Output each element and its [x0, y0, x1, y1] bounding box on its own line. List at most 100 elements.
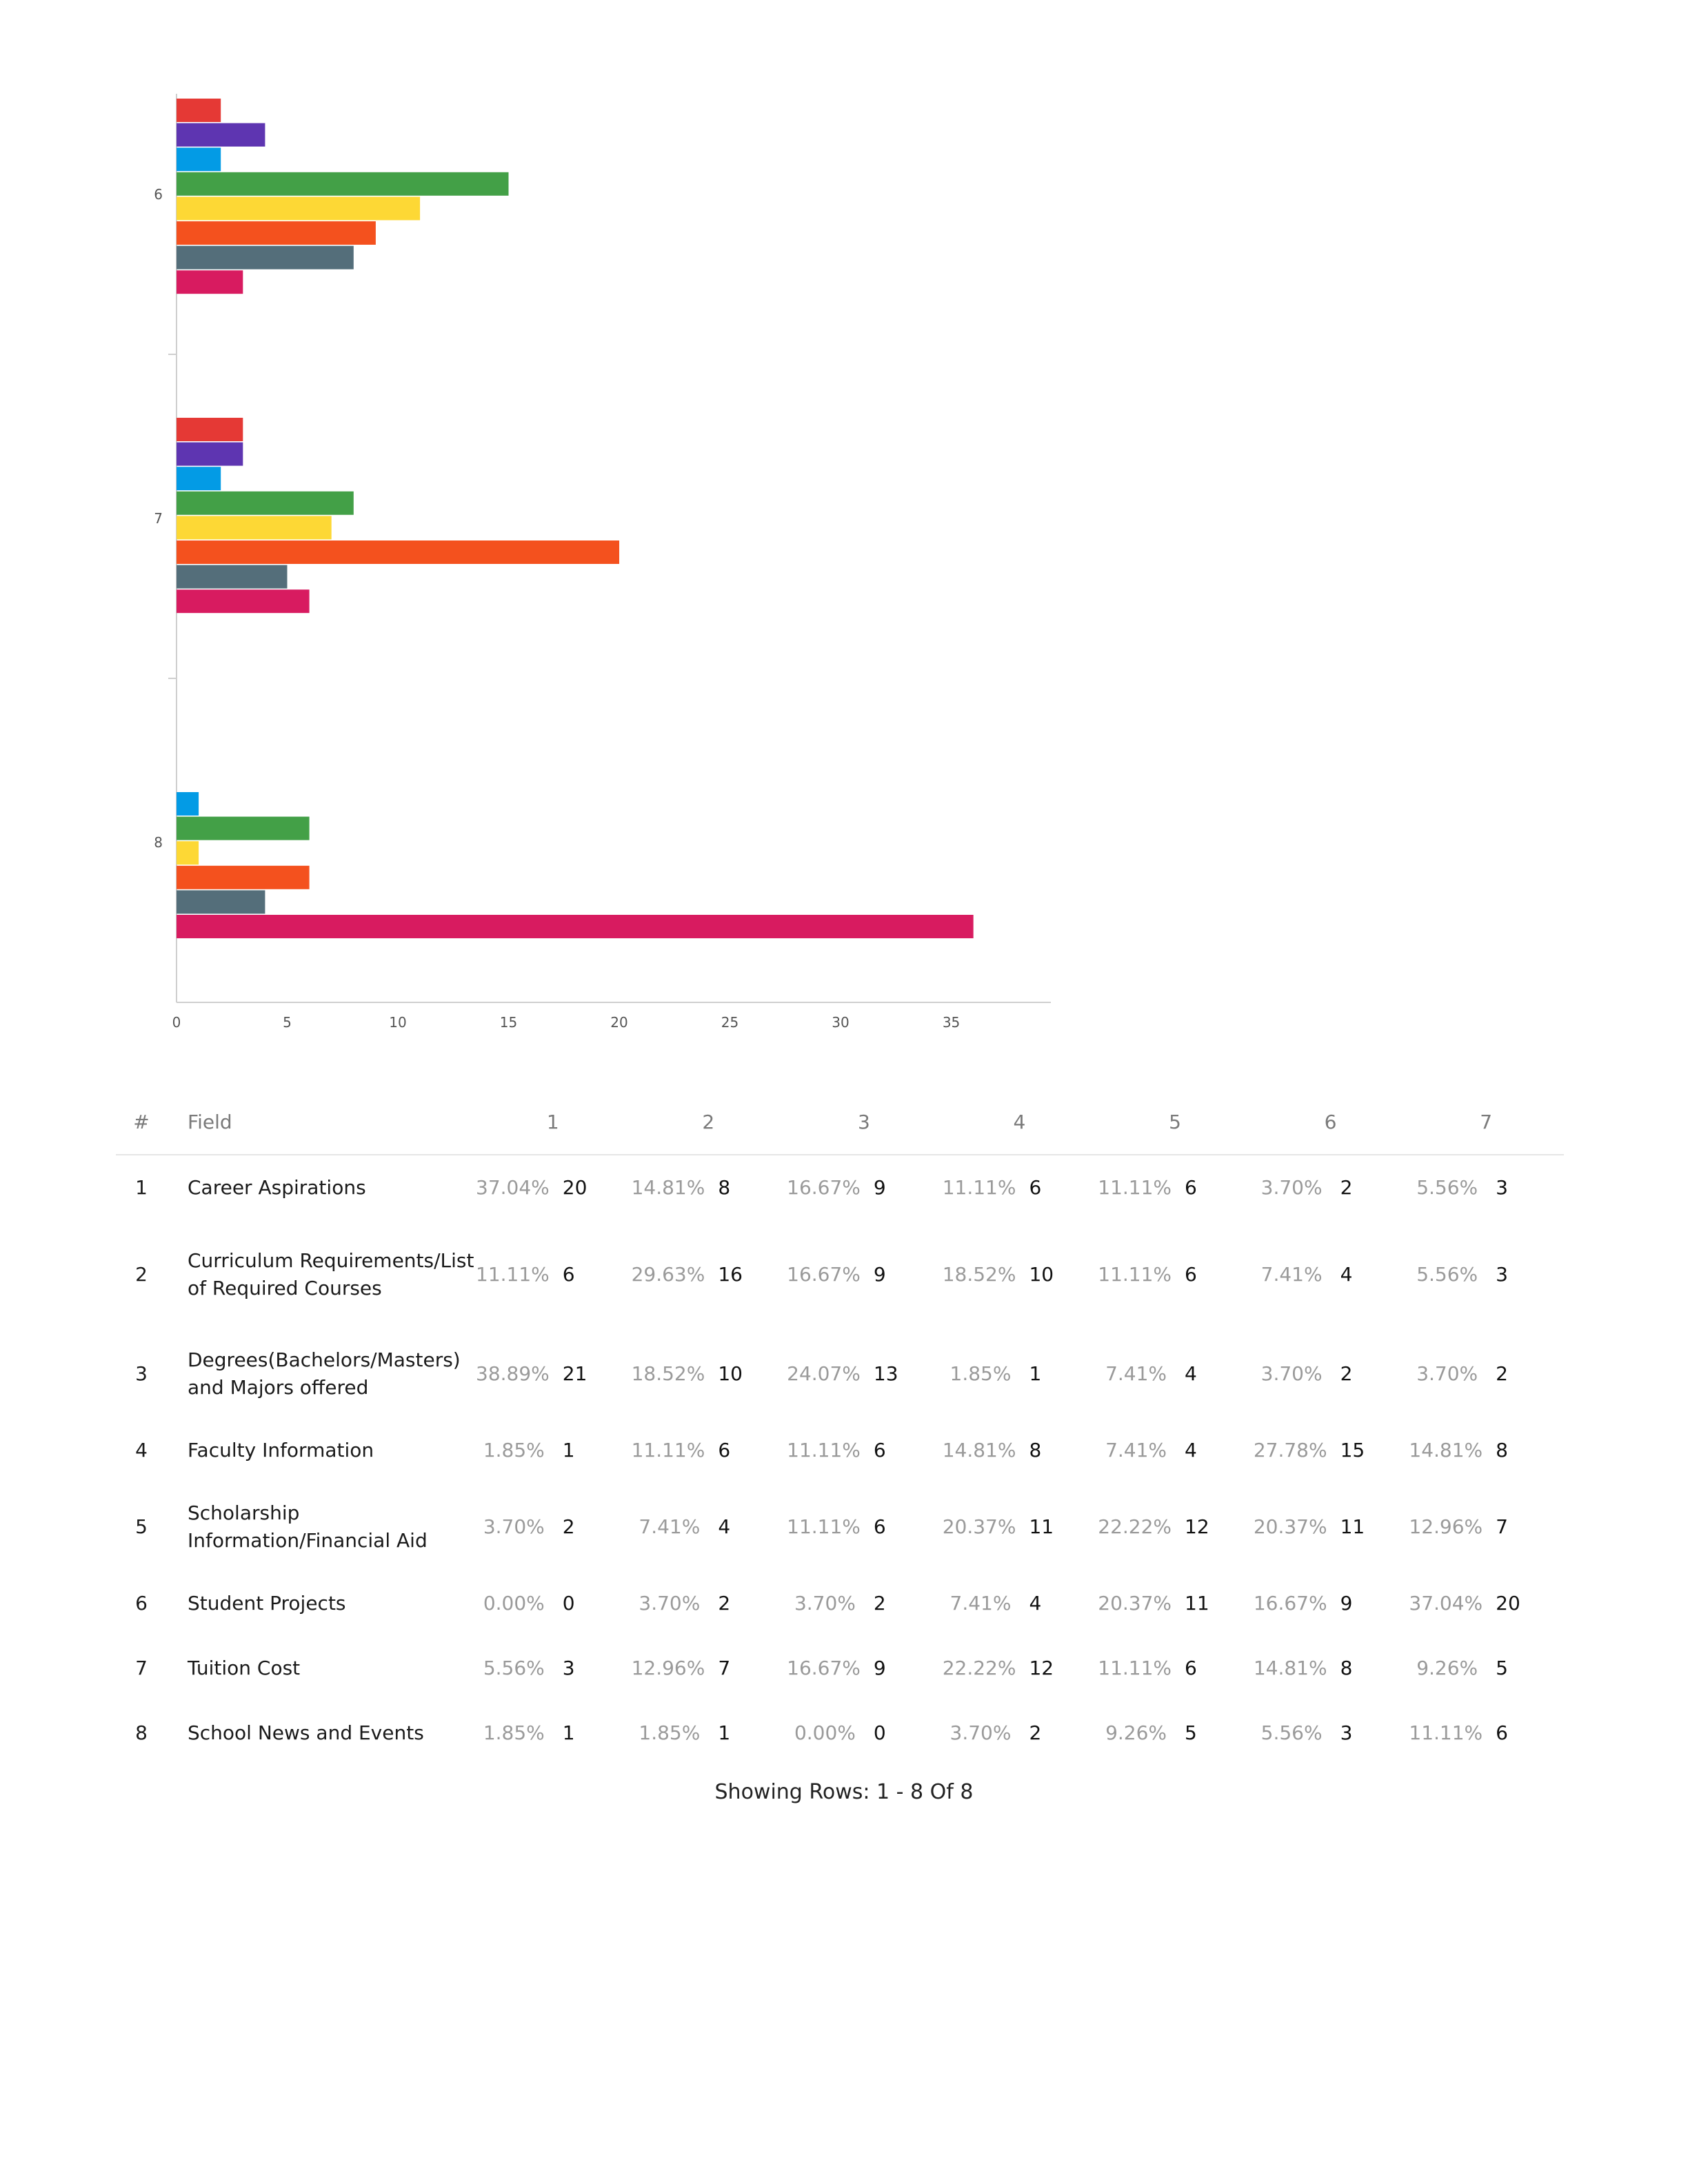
- cell-percent-7: 3.70%: [1416, 1362, 1478, 1385]
- table-row: 5 Scholarship Information/Financial Aid 3.…: [116, 1483, 1564, 1571]
- cell-count-4: 12: [1029, 1657, 1054, 1679]
- row-field: Scholarship Information/Financial Aid: [188, 1502, 428, 1552]
- cell-percent-4: 7.41%: [950, 1592, 1012, 1615]
- bar-cat8-series4: [177, 816, 310, 840]
- cell-percent-4: 14.81%: [942, 1439, 1016, 1462]
- cell-percent-4: 18.52%: [942, 1263, 1016, 1286]
- cell-count-2: 4: [718, 1515, 731, 1538]
- bar-cat8-series7: [177, 890, 265, 914]
- cell-percent-1: 5.56%: [483, 1657, 545, 1679]
- cell-count-5: 6: [1185, 1263, 1197, 1286]
- cell-percent-3: 3.70%: [794, 1592, 856, 1615]
- cell-count-1: 1: [562, 1439, 575, 1462]
- cell-percent-2: 7.41%: [639, 1515, 701, 1538]
- table-row: 7 Tuition Cost 5.56% 3 12.96% 7 16.67% 9 22.22% 1…: [116, 1636, 1564, 1701]
- cell-count-5: 4: [1185, 1362, 1197, 1385]
- header-num: #: [116, 1089, 167, 1155]
- cell-percent-7: 11.11%: [1409, 1721, 1483, 1744]
- cell-count-6: 15: [1340, 1439, 1365, 1462]
- bar-cat8-series8: [177, 915, 974, 938]
- cell-count-4: 1: [1029, 1362, 1042, 1385]
- x-tick-label-10: 10: [389, 1014, 406, 1031]
- cell-percent-1: 11.11%: [476, 1263, 550, 1286]
- cell-count-4: 2: [1029, 1721, 1042, 1744]
- cell-count-2: 1: [718, 1721, 731, 1744]
- cell-percent-7: 37.04%: [1409, 1592, 1483, 1615]
- cell-count-5: 6: [1185, 1175, 1197, 1199]
- cell-count-4: 6: [1029, 1175, 1042, 1199]
- cell-percent-6: 3.70%: [1260, 1175, 1323, 1199]
- bar-cat7-series7: [177, 565, 288, 589]
- cell-percent-4: 22.22%: [942, 1657, 1016, 1679]
- cell-count-7: 3: [1496, 1175, 1508, 1199]
- cell-count-5: 5: [1185, 1721, 1197, 1744]
- bar-cat8-series5: [177, 841, 199, 865]
- bar-cat7-series5: [177, 516, 332, 540]
- x-tick-label-5: 5: [283, 1014, 292, 1031]
- table-row: 8 School News and Events 1.85% 1 1.85% 1 0.00%…: [116, 1701, 1564, 1766]
- horizontal-bar-chart: 6 7 8 0 5 10 15 20 25 30 35: [154, 94, 1051, 1031]
- x-tick-label-30: 30: [832, 1014, 849, 1031]
- cell-percent-6: 3.70%: [1260, 1362, 1323, 1385]
- cell-percent-3: 11.11%: [787, 1515, 861, 1538]
- row-field: Student Projects: [188, 1592, 346, 1615]
- bar-cat7-series1: [177, 418, 243, 441]
- bar-cat7-series3: [177, 467, 221, 491]
- x-tick-label-35: 35: [943, 1014, 960, 1031]
- results-table: # Field 1 2 3 4 5 6 7 1 Career Aspiration…: [116, 1089, 1564, 1766]
- cell-percent-6: 7.41%: [1260, 1263, 1323, 1286]
- bar-cat7-series6: [177, 540, 620, 564]
- bar-cat7-series4: [177, 491, 354, 515]
- cell-count-2: 2: [718, 1592, 731, 1615]
- row-number: 6: [135, 1592, 148, 1615]
- y-tick-label-8: 8: [154, 834, 163, 851]
- cell-count-1: 21: [562, 1362, 587, 1385]
- row-number: 2: [135, 1263, 148, 1286]
- cell-percent-1: 1.85%: [483, 1439, 545, 1462]
- cell-count-7: 7: [1496, 1515, 1508, 1538]
- cell-count-5: 6: [1185, 1657, 1197, 1679]
- cell-percent-4: 11.11%: [942, 1175, 1016, 1199]
- cell-percent-3: 0.00%: [794, 1721, 856, 1744]
- cell-count-7: 2: [1496, 1362, 1508, 1385]
- table-row: 1 Career Aspirations 37.04% 20 14.81% 8 16.67%…: [116, 1155, 1564, 1220]
- cell-percent-3: 16.67%: [787, 1175, 861, 1199]
- row-number: 4: [135, 1439, 148, 1462]
- table-row: 4 Faculty Information 1.85% 1 11.11% 6 11.11% 6…: [116, 1418, 1564, 1483]
- cell-count-3: 2: [873, 1592, 886, 1615]
- x-tick-label-25: 25: [721, 1014, 738, 1031]
- header-group-7: 7: [1408, 1089, 1564, 1155]
- bar-group-7: [177, 418, 620, 614]
- cell-count-5: 11: [1185, 1592, 1209, 1615]
- header-group-3: 3: [786, 1089, 942, 1155]
- cell-percent-5: 7.41%: [1105, 1439, 1167, 1462]
- cell-count-4: 4: [1029, 1592, 1042, 1615]
- cell-count-1: 20: [562, 1175, 587, 1199]
- bar-cat8-series6: [177, 865, 310, 889]
- table-row: 6 Student Projects 0.00% 0 3.70% 2 3.70% 2 7.41%…: [116, 1571, 1564, 1636]
- cell-count-5: 4: [1185, 1439, 1197, 1462]
- cell-count-2: 16: [718, 1263, 743, 1286]
- cell-percent-7: 5.56%: [1416, 1263, 1478, 1286]
- cell-percent-1: 38.89%: [476, 1362, 550, 1385]
- cell-percent-2: 3.70%: [639, 1592, 701, 1615]
- cell-count-7: 6: [1496, 1721, 1508, 1744]
- bar-group-8: [177, 792, 974, 938]
- cell-count-6: 3: [1340, 1721, 1353, 1744]
- cell-count-2: 6: [718, 1439, 731, 1462]
- cell-percent-4: 1.85%: [950, 1362, 1012, 1385]
- cell-count-1: 0: [562, 1592, 575, 1615]
- cell-count-6: 8: [1340, 1657, 1353, 1679]
- cell-count-4: 8: [1029, 1439, 1042, 1462]
- cell-count-1: 1: [562, 1721, 575, 1744]
- row-field: Curriculum Requirements/List of Required…: [188, 1249, 474, 1300]
- cell-count-3: 13: [873, 1362, 898, 1385]
- cell-percent-4: 3.70%: [950, 1721, 1012, 1744]
- cell-percent-6: 20.37%: [1253, 1515, 1327, 1538]
- cell-percent-1: 1.85%: [483, 1721, 545, 1744]
- pagination-status: Showing Rows: 1 - 8 Of 8: [714, 1780, 974, 1804]
- table-row: 3 Degrees(Bachelors/Masters) and Majors o…: [116, 1330, 1564, 1418]
- cell-count-2: 7: [718, 1657, 731, 1679]
- bar-cat6-series8: [177, 270, 243, 294]
- cell-count-3: 9: [873, 1175, 886, 1199]
